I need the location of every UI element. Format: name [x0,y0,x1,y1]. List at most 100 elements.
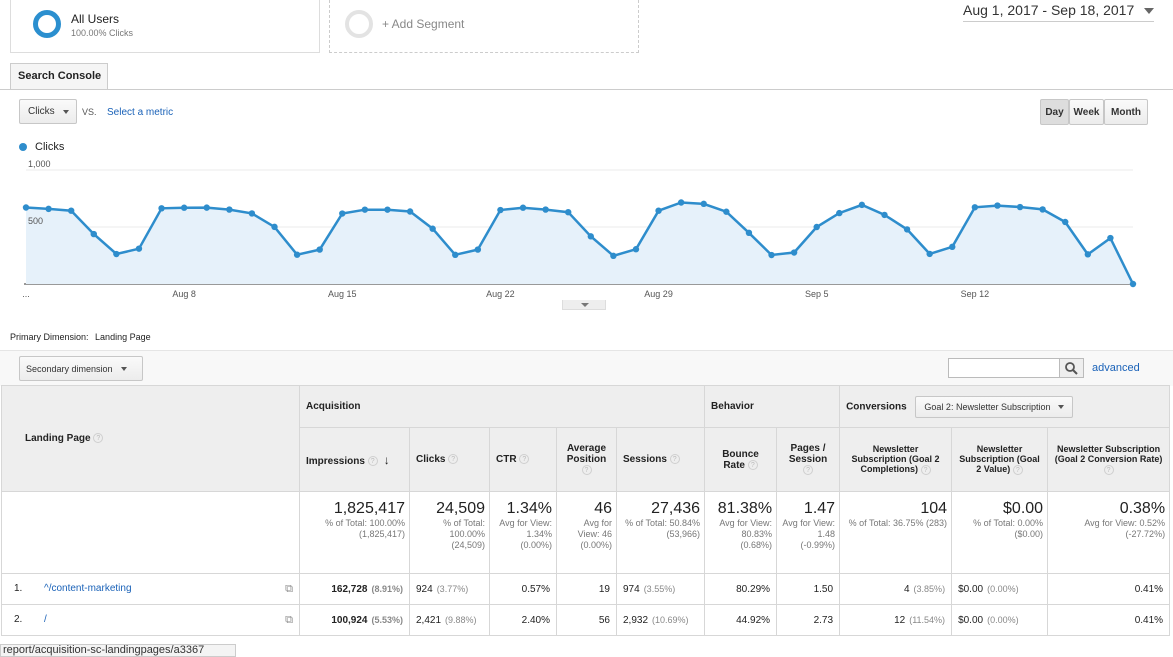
data-point [45,205,52,213]
metric-cell: $0.00 (0.00%) [951,573,1049,605]
goal-dropdown[interactable]: Goal 2: Newsletter Subscription [915,395,1074,418]
metric-dropdown[interactable]: Clicks [19,99,77,124]
chart-collapse-handle[interactable] [562,300,606,310]
data-point [384,206,391,213]
total-cell: 1.34% Avg for View: 1.34% (0.00%) [489,491,557,574]
granularity-month-button[interactable]: Month [1104,99,1148,125]
data-point [271,223,278,231]
search-button[interactable] [1059,358,1084,378]
table-row: 1. ^/content-marketing ⧉ 162,728 (8.91%) 924(… [1,573,1171,605]
metric-cell: 0.41% [1047,604,1171,636]
metric-cell: $0.00 (0.00%) [951,604,1049,636]
granularity-day-button[interactable]: Day [1040,99,1069,125]
date-range-text: Aug 1, 2017 - Sep 18, 2017 [963,2,1135,18]
segment-label: All Users [71,12,120,26]
data-point [1084,251,1092,258]
segment-all-users[interactable]: All Users 100.00% Clicks [10,0,320,53]
data-point [452,251,459,259]
x-tick-label: ... [22,289,30,299]
legend-label: Clicks [35,141,65,153]
help-icon: ? [519,454,530,465]
table-row: 2. / ⧉ 100,924 (5.53%) 2,421 (9.88%) 2.40% 56 2,9… [1,604,1171,636]
column-header[interactable]: CTR ? [489,427,557,492]
vs-label: VS. [82,107,97,117]
total-cell: 104% of Total: 36.75% (283) [839,491,953,574]
data-point [248,210,256,217]
tab-label: Search Console [18,70,102,82]
chevron-down-icon [1144,8,1154,14]
data-point [113,250,120,258]
x-tick-label: Sep 5 [805,289,829,299]
metric-cell: 2.73 [776,604,841,636]
help-icon: ? [803,465,814,476]
clicks-line [25,201,1135,285]
metric-cell: 2,421 (9.88%) [409,604,490,636]
search-icon [1065,362,1078,375]
add-segment-button[interactable]: + Add Segment [329,0,639,53]
data-point [565,208,572,216]
primary-dimension: Primary Dimension: Landing Page [10,332,151,342]
column-header[interactable]: Newsletter Subscription (Goal 2 Value) ? [951,427,1049,492]
data-point [926,250,933,258]
metric-cell: 56 [556,604,617,636]
data-point [135,245,143,252]
total-cell: 24,509% of Total: 100.00% (24,509) [409,491,490,574]
column-header[interactable]: Bounce Rate ? [704,427,778,492]
secondary-dimension-label: Secondary dimension [26,363,113,374]
column-header[interactable]: Sessions ? [615,427,706,492]
help-icon: ? [448,454,459,465]
data-point [293,251,301,258]
tab-search-console[interactable]: Search Console [10,63,108,90]
open-page-icon[interactable]: ⧉ [285,582,293,595]
help-icon: ? [1103,464,1114,475]
column-header[interactable]: Pages / Session ? [776,427,841,492]
data-point [1107,234,1114,242]
total-cell: 1,825,417% of Total: 100.00% (1,825,417) [299,491,410,574]
metric-cell: 44.92% [704,604,778,636]
metric-cell: 4 (3.85%) [839,573,953,605]
data-point [22,204,30,211]
clicks-chart: 1,000 500... Aug 8 Aug 15 Aug 22 Aug 29 Sep 5 S… [22,160,1137,299]
help-icon: ? [747,459,758,470]
acquisition-group: Acquisition [298,385,706,428]
date-range-selector[interactable]: Aug 1, 2017 - Sep 18, 2017 [963,2,1154,22]
secondary-dimension-dropdown[interactable]: Secondary dimension [19,356,143,381]
column-header[interactable]: Newsletter Subscription (Goal 2 Conversi… [1047,427,1171,492]
data-point [1062,218,1069,226]
landing-page-link[interactable]: / [44,613,47,625]
column-header[interactable]: Clicks ? [409,427,490,492]
data-point [632,246,640,253]
metric-cell: 924 (3.77%) [409,573,490,605]
data-point [994,202,1001,209]
column-header[interactable]: Average Position ? [556,427,617,492]
advanced-link[interactable]: advanced [1092,362,1140,374]
chevron-down-icon [120,366,127,371]
data-point [180,204,188,211]
data-point [203,204,210,211]
landing-page-cell: 1. ^/content-marketing ⧉ [1,573,300,605]
primary-dimension-label: Primary Dimension: [10,332,89,342]
landing-page-link[interactable]: ^/content-marketing [44,582,132,594]
data-point [316,246,323,253]
data-point [406,208,414,215]
data-point [361,206,369,213]
total-cell: 0.38% Avg for View: 0.52% (-27.72%) [1047,491,1171,574]
metric-cell: 0.57% [489,573,557,605]
granularity-group: Day Week Month [1040,99,1148,125]
data-point [1039,206,1046,213]
data-point [519,204,527,211]
data-point [610,252,617,260]
data-point [587,233,594,240]
help-icon: ? [669,454,680,465]
table-search-input[interactable] [948,358,1060,378]
open-page-icon[interactable]: ⧉ [285,613,293,626]
data-point [497,206,504,214]
report-table: Landing Page ? Acquisition Behavior Conv… [1,385,1171,636]
select-metric-link[interactable]: Select a metric [107,107,174,118]
data-point [339,210,346,217]
total-cell: 81.38% Avg for View: 80.83% (0.68%) [704,491,778,574]
granularity-week-button[interactable]: Week [1069,99,1104,125]
column-header[interactable]: Newsletter Subscription (Goal 2 Completi… [839,427,953,492]
column-header[interactable]: Impressions ? ↓ [299,427,410,492]
data-point [903,226,911,233]
